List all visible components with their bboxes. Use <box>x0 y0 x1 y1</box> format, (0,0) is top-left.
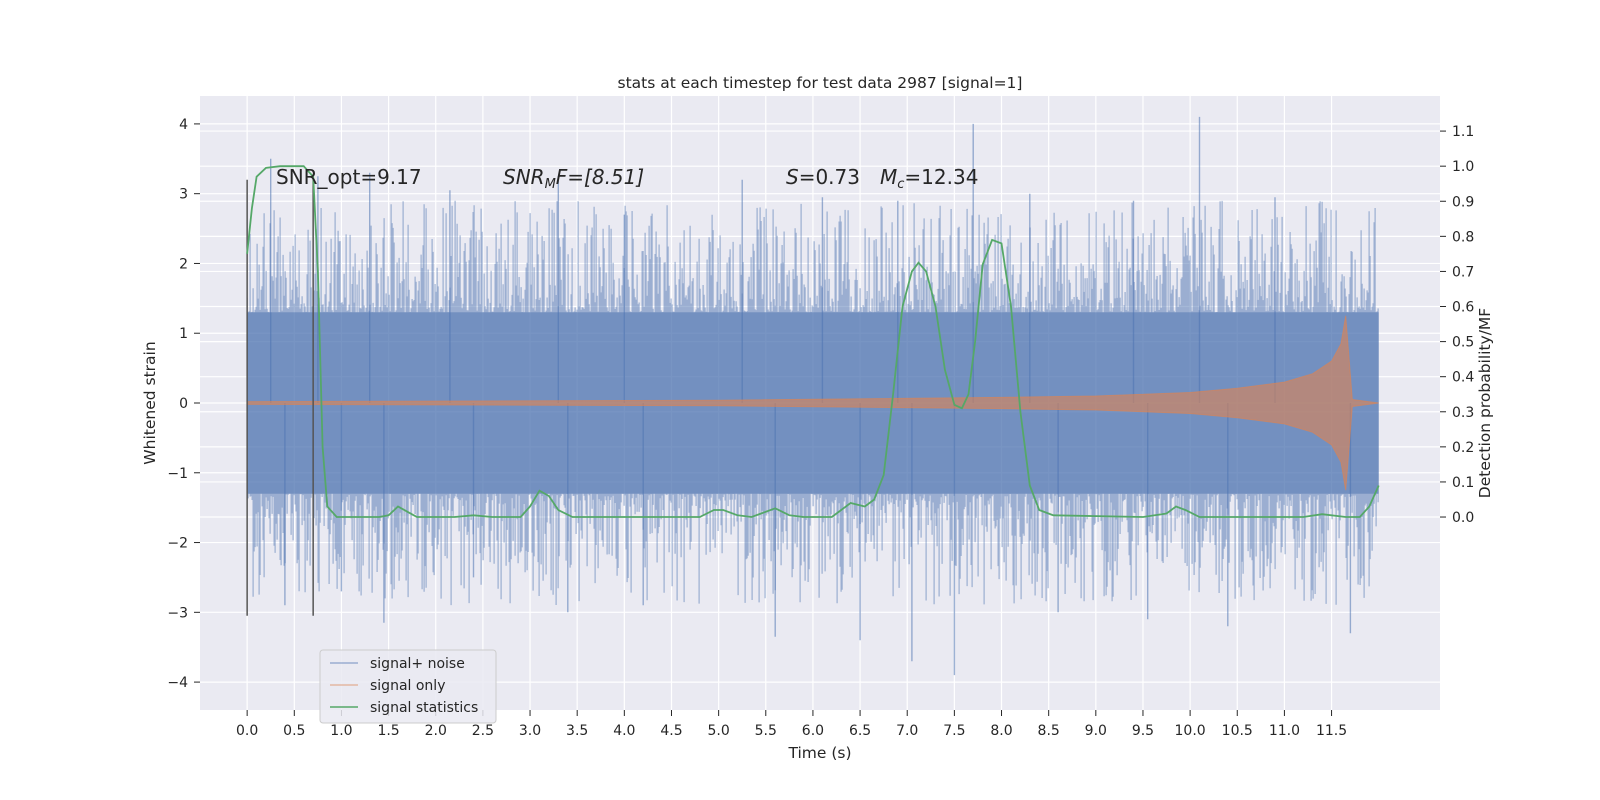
x-tick-label-13: 6.5 <box>849 723 871 739</box>
x-tick-label-14: 7.0 <box>896 723 918 739</box>
signal-statistics-line <box>246 165 1380 518</box>
x-tick-label-2: 1.0 <box>330 723 352 739</box>
x-axis-ticks: 0.0 0.5 1.0 1.5 2.0 2.5 3.0 3.5 4.0 4.5 5.0 5.5 6.0 6… <box>236 710 1347 739</box>
y2-tick-label-3: 0.8 <box>1452 229 1474 245</box>
y2-tick-label-1: 1.0 <box>1452 159 1474 175</box>
x-tick-label-16: 8.0 <box>990 723 1012 739</box>
annotation-mc: Mc=12.34 <box>880 165 978 192</box>
y2-tick-label-4: 0.7 <box>1452 264 1474 280</box>
x-tick-label-5: 2.5 <box>472 723 494 739</box>
x-tick-label-3: 1.5 <box>377 723 399 739</box>
signal-only-envelope <box>246 315 1379 491</box>
x-tick-label-22: 11.0 <box>1269 723 1300 739</box>
y-tick-label-7: −3 <box>167 605 188 621</box>
y2-axis-label: Detection probability/MF <box>1476 308 1494 499</box>
y-tick-label-2: 2 <box>179 256 188 272</box>
x-tick-label-6: 3.0 <box>519 723 541 739</box>
x-tick-label-12: 6.0 <box>802 723 824 739</box>
y2-tick-label-2: 0.9 <box>1452 194 1474 210</box>
chart-title: stats at each timestep for test data 298… <box>618 74 1023 92</box>
annotation-snr-mf-var: SNR <box>503 165 545 189</box>
x-tick-label-11: 5.5 <box>755 723 777 739</box>
x-tick-label-4: 2.0 <box>425 723 447 739</box>
y2-tick-label-0: 1.1 <box>1452 124 1474 140</box>
x-tick-label-1: 0.5 <box>283 723 305 739</box>
annotation-s-rest: =0.73 <box>799 165 860 189</box>
x-tick-label-7: 3.5 <box>566 723 588 739</box>
legend-label-signal-only: signal only <box>370 678 445 694</box>
x-tick-label-17: 8.5 <box>1038 723 1060 739</box>
y2-tick-label-11: 0.0 <box>1452 510 1474 526</box>
y2-tick-label-6: 0.5 <box>1452 335 1474 351</box>
annotation-snr-mf: SNRMF=[8.51] <box>503 165 644 192</box>
y2-tick-label-9: 0.2 <box>1452 440 1474 456</box>
y2-tick-label-7: 0.4 <box>1452 370 1474 386</box>
x-tick-label-10: 5.0 <box>707 723 729 739</box>
y2-tick-label-8: 0.3 <box>1452 405 1474 421</box>
annotation-s: S=0.73 <box>786 165 860 189</box>
annotation-snr-mf-rest: F=[8.51] <box>556 165 644 189</box>
y-axis-label: Whitened strain <box>141 341 159 464</box>
y-tick-label-3: 1 <box>179 326 188 342</box>
annotation-mc-sub: c <box>897 177 904 192</box>
annotation-snr-mf-sub: M <box>545 177 556 192</box>
legend-label-signal-noise: signal+ noise <box>370 656 465 672</box>
series-signal-only <box>246 315 1379 491</box>
legend-label-signal-statistics: signal statistics <box>370 700 478 716</box>
x-tick-label-9: 4.5 <box>660 723 682 739</box>
x-tick-label-23: 11.5 <box>1316 723 1347 739</box>
x-tick-label-21: 10.5 <box>1222 723 1253 739</box>
noise-peaks <box>270 116 1352 676</box>
y-tick-label-4: 0 <box>179 396 188 412</box>
series-signal-statistics <box>246 165 1380 518</box>
x-tick-label-15: 7.5 <box>943 723 965 739</box>
x-tick-label-0: 0.0 <box>236 723 258 739</box>
x-tick-label-20: 10.0 <box>1175 723 1206 739</box>
legend-box <box>319 649 497 724</box>
x-tick-label-8: 4.0 <box>613 723 635 739</box>
x-tick-label-19: 9.5 <box>1132 723 1154 739</box>
y2-axis-ticks: 1.1 1.0 0.9 0.8 0.7 0.6 0.5 0.4 0.3 0.2 0.1 0.0 <box>1440 124 1474 526</box>
annotation-s-var: S <box>786 165 799 189</box>
x-tick-label-18: 9.0 <box>1085 723 1107 739</box>
annotation-snr-opt: SNR_opt=9.17 <box>276 165 422 189</box>
y-tick-label-1: 3 <box>179 187 188 203</box>
annotation-mc-rest: =12.34 <box>904 165 978 189</box>
y-tick-label-5: −1 <box>167 466 188 482</box>
y2-tick-label-10: 0.1 <box>1452 475 1474 491</box>
y-tick-label-0: 4 <box>179 117 188 133</box>
y-axis-ticks: 4 3 2 1 0 −1 −2 −3 −4 <box>167 117 200 691</box>
y-tick-label-8: −4 <box>167 675 188 691</box>
legend: signal+ noise signal only signal statist… <box>319 649 497 724</box>
y2-tick-label-5: 0.6 <box>1452 300 1474 316</box>
x-axis-label: Time (s) <box>787 744 851 762</box>
annotation-mc-var: M <box>880 165 897 189</box>
y-tick-label-6: −2 <box>167 536 188 552</box>
